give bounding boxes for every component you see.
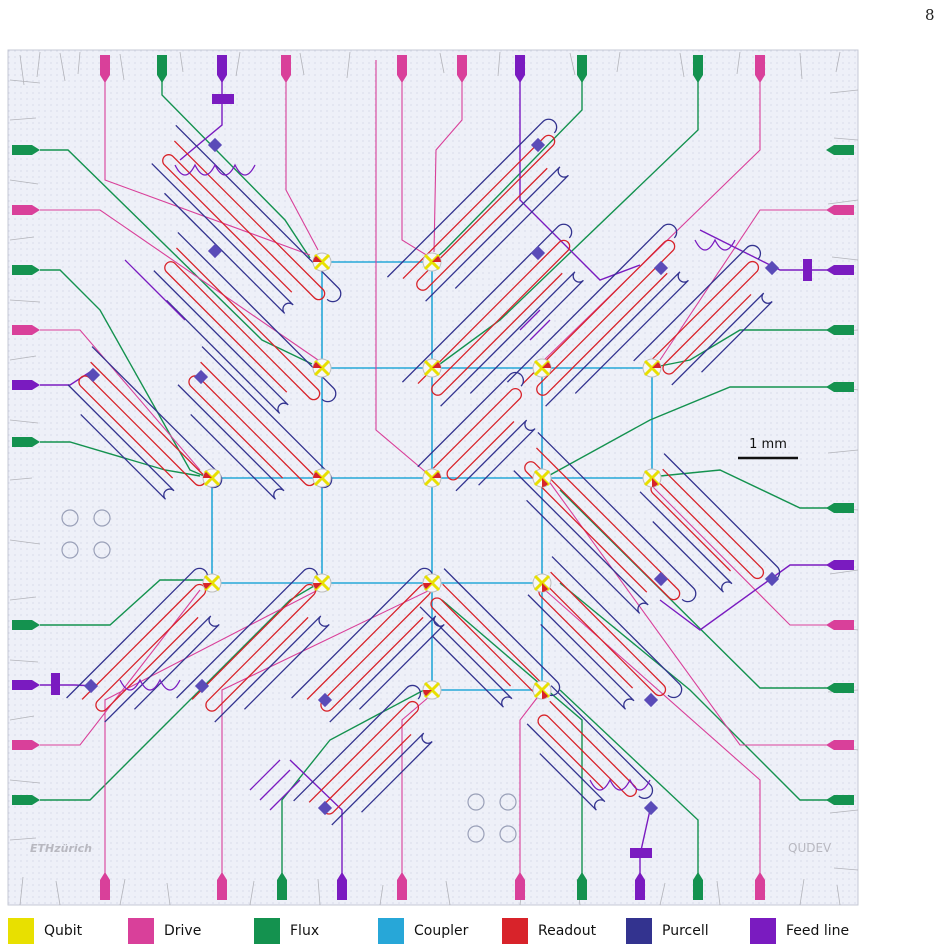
qubit <box>202 468 222 488</box>
resonator-ne2 <box>401 223 584 407</box>
alignment-marks <box>61 509 517 843</box>
legend-item-feed-line: Feed line <box>750 918 849 944</box>
qubit <box>422 252 442 272</box>
legend-swatch <box>502 918 528 944</box>
resonator-center <box>417 371 536 492</box>
resonator-e <box>633 244 773 386</box>
qubit <box>312 468 332 488</box>
legend-item-drive: Drive <box>128 918 201 944</box>
qubit <box>642 358 662 378</box>
chip-diagram: 1 mm ETHzürich QUDEV <box>7 49 859 906</box>
qubit <box>422 573 442 593</box>
resonator-ne <box>386 118 569 302</box>
legend-item-readout: Readout <box>502 918 596 944</box>
qubit <box>312 358 332 378</box>
qubit <box>532 573 552 593</box>
scale-bar: 1 mm <box>738 437 798 460</box>
qubit <box>312 573 332 593</box>
scale-bar-label: 1 mm <box>749 437 787 452</box>
qubit <box>312 252 332 272</box>
feed-line-connectors <box>51 94 812 858</box>
resonator-w <box>153 231 337 414</box>
legend-label: Drive <box>164 923 202 939</box>
qubit <box>532 468 552 488</box>
legend-label: Coupler <box>414 923 469 939</box>
resonator-nw <box>151 124 342 314</box>
bond-pads-bottom <box>100 872 765 900</box>
legend-swatch <box>750 918 776 944</box>
legend-label: Purcell <box>662 923 709 939</box>
legend-item-flux: Flux <box>254 918 319 944</box>
legend-item-purcell: Purcell <box>626 918 709 944</box>
legend-label: Readout <box>538 923 597 939</box>
qudev-logo: QUDEV <box>788 841 832 855</box>
legend-label: Feed line <box>786 923 850 939</box>
purcell-couplers <box>83 137 780 816</box>
bond-pads-right <box>826 145 854 805</box>
legend-label: Flux <box>290 923 320 939</box>
legend-swatch <box>378 918 404 944</box>
qubit <box>422 680 442 700</box>
qubit <box>422 358 442 378</box>
bond-wires <box>9 51 859 906</box>
legend-swatch <box>128 918 154 944</box>
resonator-s4 <box>526 685 654 811</box>
legend-item-qubit: Qubit <box>8 918 82 944</box>
resonator-s2 <box>293 684 433 826</box>
legend-swatch <box>254 918 280 944</box>
qubit <box>642 468 662 488</box>
purcell-wiggles <box>119 163 736 811</box>
eth-logo: ETHzürich <box>30 842 92 855</box>
resonator-se <box>513 431 697 614</box>
legend-swatch <box>626 918 652 944</box>
qubit <box>532 358 552 378</box>
qubits <box>202 252 662 700</box>
resonator-ne3 <box>506 223 689 407</box>
qubit <box>532 680 552 700</box>
legend-swatch <box>8 918 34 944</box>
page-number: 8 <box>925 6 935 24</box>
legend-label: Qubit <box>44 923 83 939</box>
qubit <box>202 573 222 593</box>
bond-pads-top <box>100 55 765 83</box>
bond-pads-left <box>12 145 40 805</box>
legend: Qubit Drive Flux Coupler Readout Purcell… <box>0 916 946 946</box>
legend-item-coupler: Coupler <box>378 918 468 944</box>
qubit <box>422 468 442 488</box>
